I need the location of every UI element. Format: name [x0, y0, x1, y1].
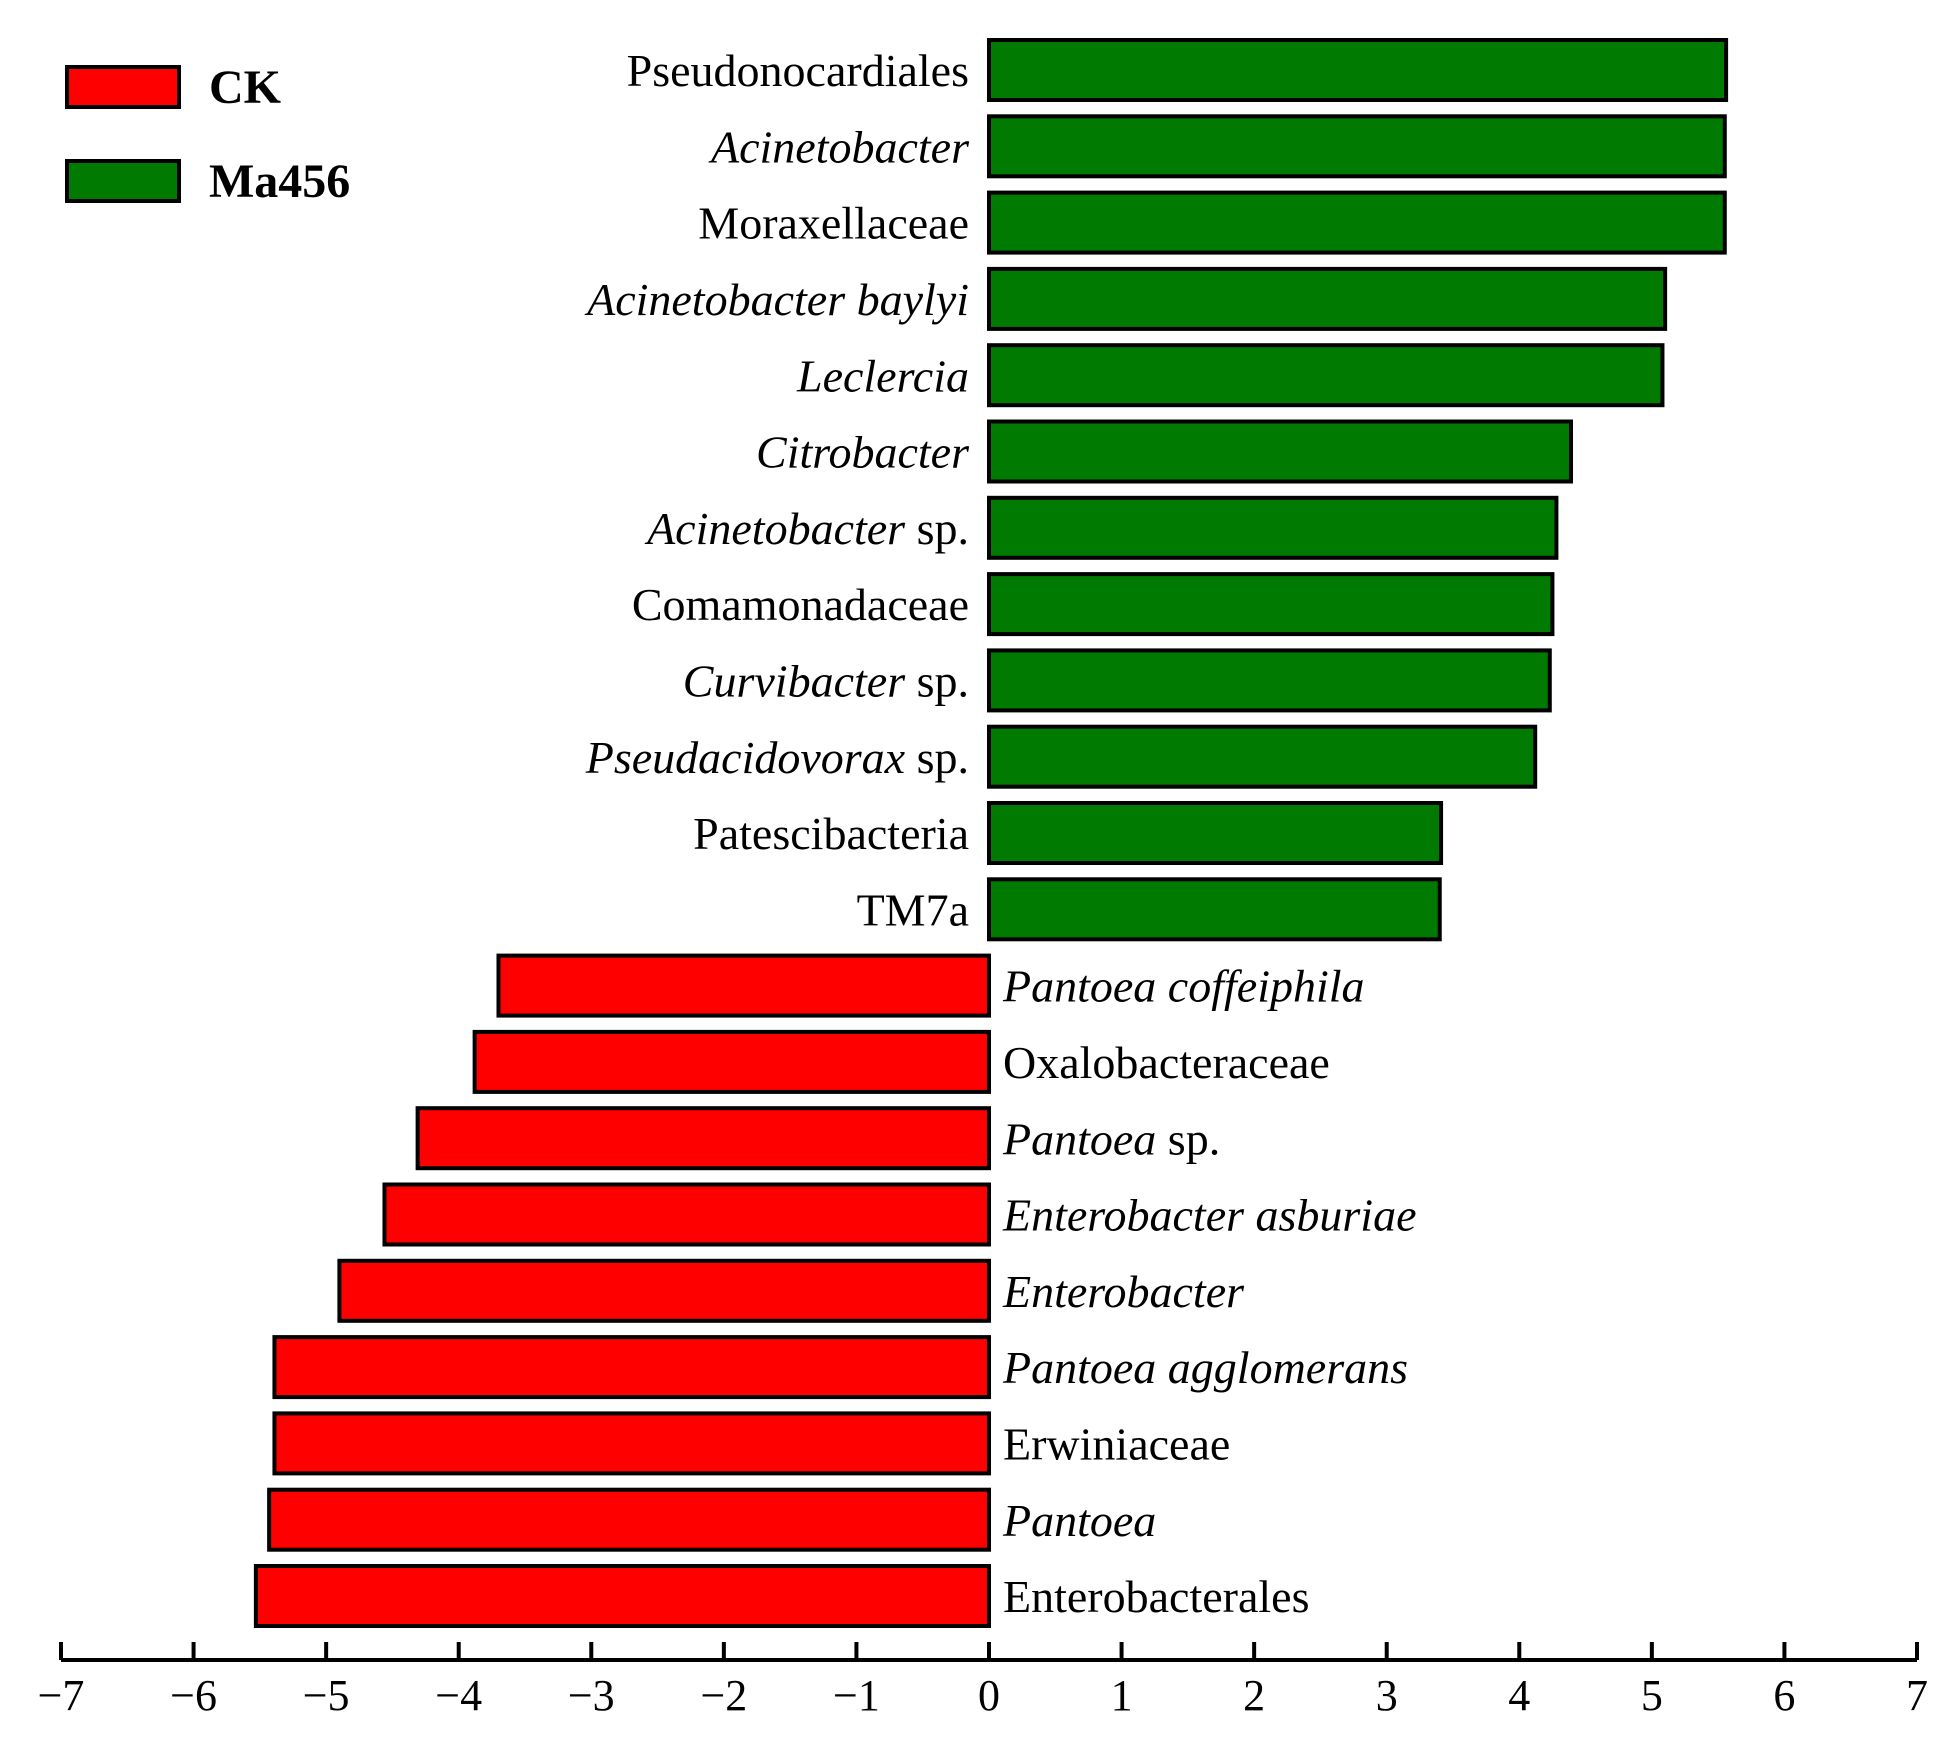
bar-label-18: Erwiniaceae [1003, 1419, 1230, 1470]
x-tick-label: 1 [1111, 1671, 1133, 1720]
bar-ck-13 [472, 1029, 991, 1094]
bar-ck-17 [272, 1335, 991, 1400]
legend-item-ck: CK [65, 60, 281, 114]
bar-ma456-3 [987, 266, 1668, 331]
bar-ck-16 [337, 1258, 991, 1323]
bar-ck-20 [253, 1564, 991, 1628]
bar-label-9: Pseudacidovorax sp. [585, 732, 969, 783]
bar-ma456-4 [987, 343, 1665, 408]
bar-ck-18 [272, 1411, 991, 1476]
bar-label-12: Pantoea coffeiphila [1002, 961, 1365, 1012]
x-tick-label: −5 [303, 1671, 350, 1720]
x-tick-label: −3 [568, 1671, 615, 1720]
bar-label-5: Citrobacter [756, 427, 970, 478]
bar-ma456-11 [987, 877, 1442, 942]
bar-label-0: Pseudonocardiales [627, 45, 969, 96]
bar-ck-15 [382, 1182, 991, 1247]
x-axis: −7 −6 −5 −4 −3 −2 −1 0 1 2 3 4 5 6 7 [38, 1642, 1928, 1720]
bar-ck-12 [496, 953, 991, 1018]
bar-label-17: Pantoea agglomerans [1002, 1342, 1408, 1393]
bar-label-11: TM7a [857, 884, 969, 935]
bar-labels-group: Pseudonocardiales Acinetobacter Moraxellac… [584, 45, 1416, 1622]
bar-label-10: Patescibacteria [693, 808, 969, 859]
bar-ma456-1 [987, 114, 1727, 179]
bar-ma456-7 [987, 572, 1555, 637]
legend-item-ma456: Ma456 [65, 154, 351, 208]
bar-ma456-6 [987, 495, 1559, 560]
x-tick-label: −4 [435, 1671, 482, 1720]
bar-label-2: Moraxellaceae [698, 198, 969, 249]
x-tick-label: 6 [1773, 1671, 1795, 1720]
bar-ma456-0 [987, 38, 1729, 102]
x-tick-label: −6 [170, 1671, 217, 1720]
bar-label-7: Comamonadaceae [632, 579, 969, 630]
x-tick-label: 3 [1376, 1671, 1398, 1720]
bar-ma456-10 [987, 801, 1444, 865]
bar-label-1: Acinetobacter [708, 121, 970, 172]
bar-ma456-2 [987, 190, 1727, 255]
bar-ma456-9 [987, 724, 1538, 789]
bar-label-16: Enterobacter [1002, 1266, 1245, 1317]
x-tick-label: 5 [1641, 1671, 1663, 1720]
legend-swatch-ma456 [65, 159, 181, 203]
bar-ma456-8 [987, 648, 1552, 713]
bar-label-19: Pantoea [1002, 1495, 1156, 1546]
x-tick-label: −7 [38, 1671, 85, 1720]
bar-ck-19 [267, 1487, 991, 1552]
x-tick-label: −1 [833, 1671, 880, 1720]
legend-label-ma456: Ma456 [209, 154, 351, 208]
bar-label-20: Enterobacterales [1003, 1571, 1309, 1622]
x-tick-label: 7 [1906, 1671, 1928, 1720]
bar-label-8: Curvibacter sp. [683, 656, 969, 707]
bar-label-3: Acinetobacter baylyi [584, 274, 969, 325]
x-tick-label: 4 [1508, 1671, 1530, 1720]
x-tick-label: 0 [978, 1671, 1000, 1720]
x-tick-label: 2 [1243, 1671, 1265, 1720]
bar-label-13: Oxalobacteraceae [1003, 1037, 1330, 1088]
bar-ma456-5 [987, 419, 1573, 484]
chart-legend: CK Ma456 [0, 0, 400, 220]
bar-label-14: Pantoea sp. [1002, 1113, 1220, 1164]
legend-label-ck: CK [209, 60, 281, 114]
bars-group [253, 38, 1729, 1628]
bar-label-4: Leclercia [796, 350, 969, 401]
legend-swatch-ck [65, 65, 181, 109]
bar-label-15: Enterobacter asburiae [1002, 1190, 1417, 1241]
bar-label-6: Acinetobacter sp. [644, 503, 969, 554]
x-tick-label: −2 [700, 1671, 747, 1720]
bar-ck-14 [415, 1106, 992, 1171]
